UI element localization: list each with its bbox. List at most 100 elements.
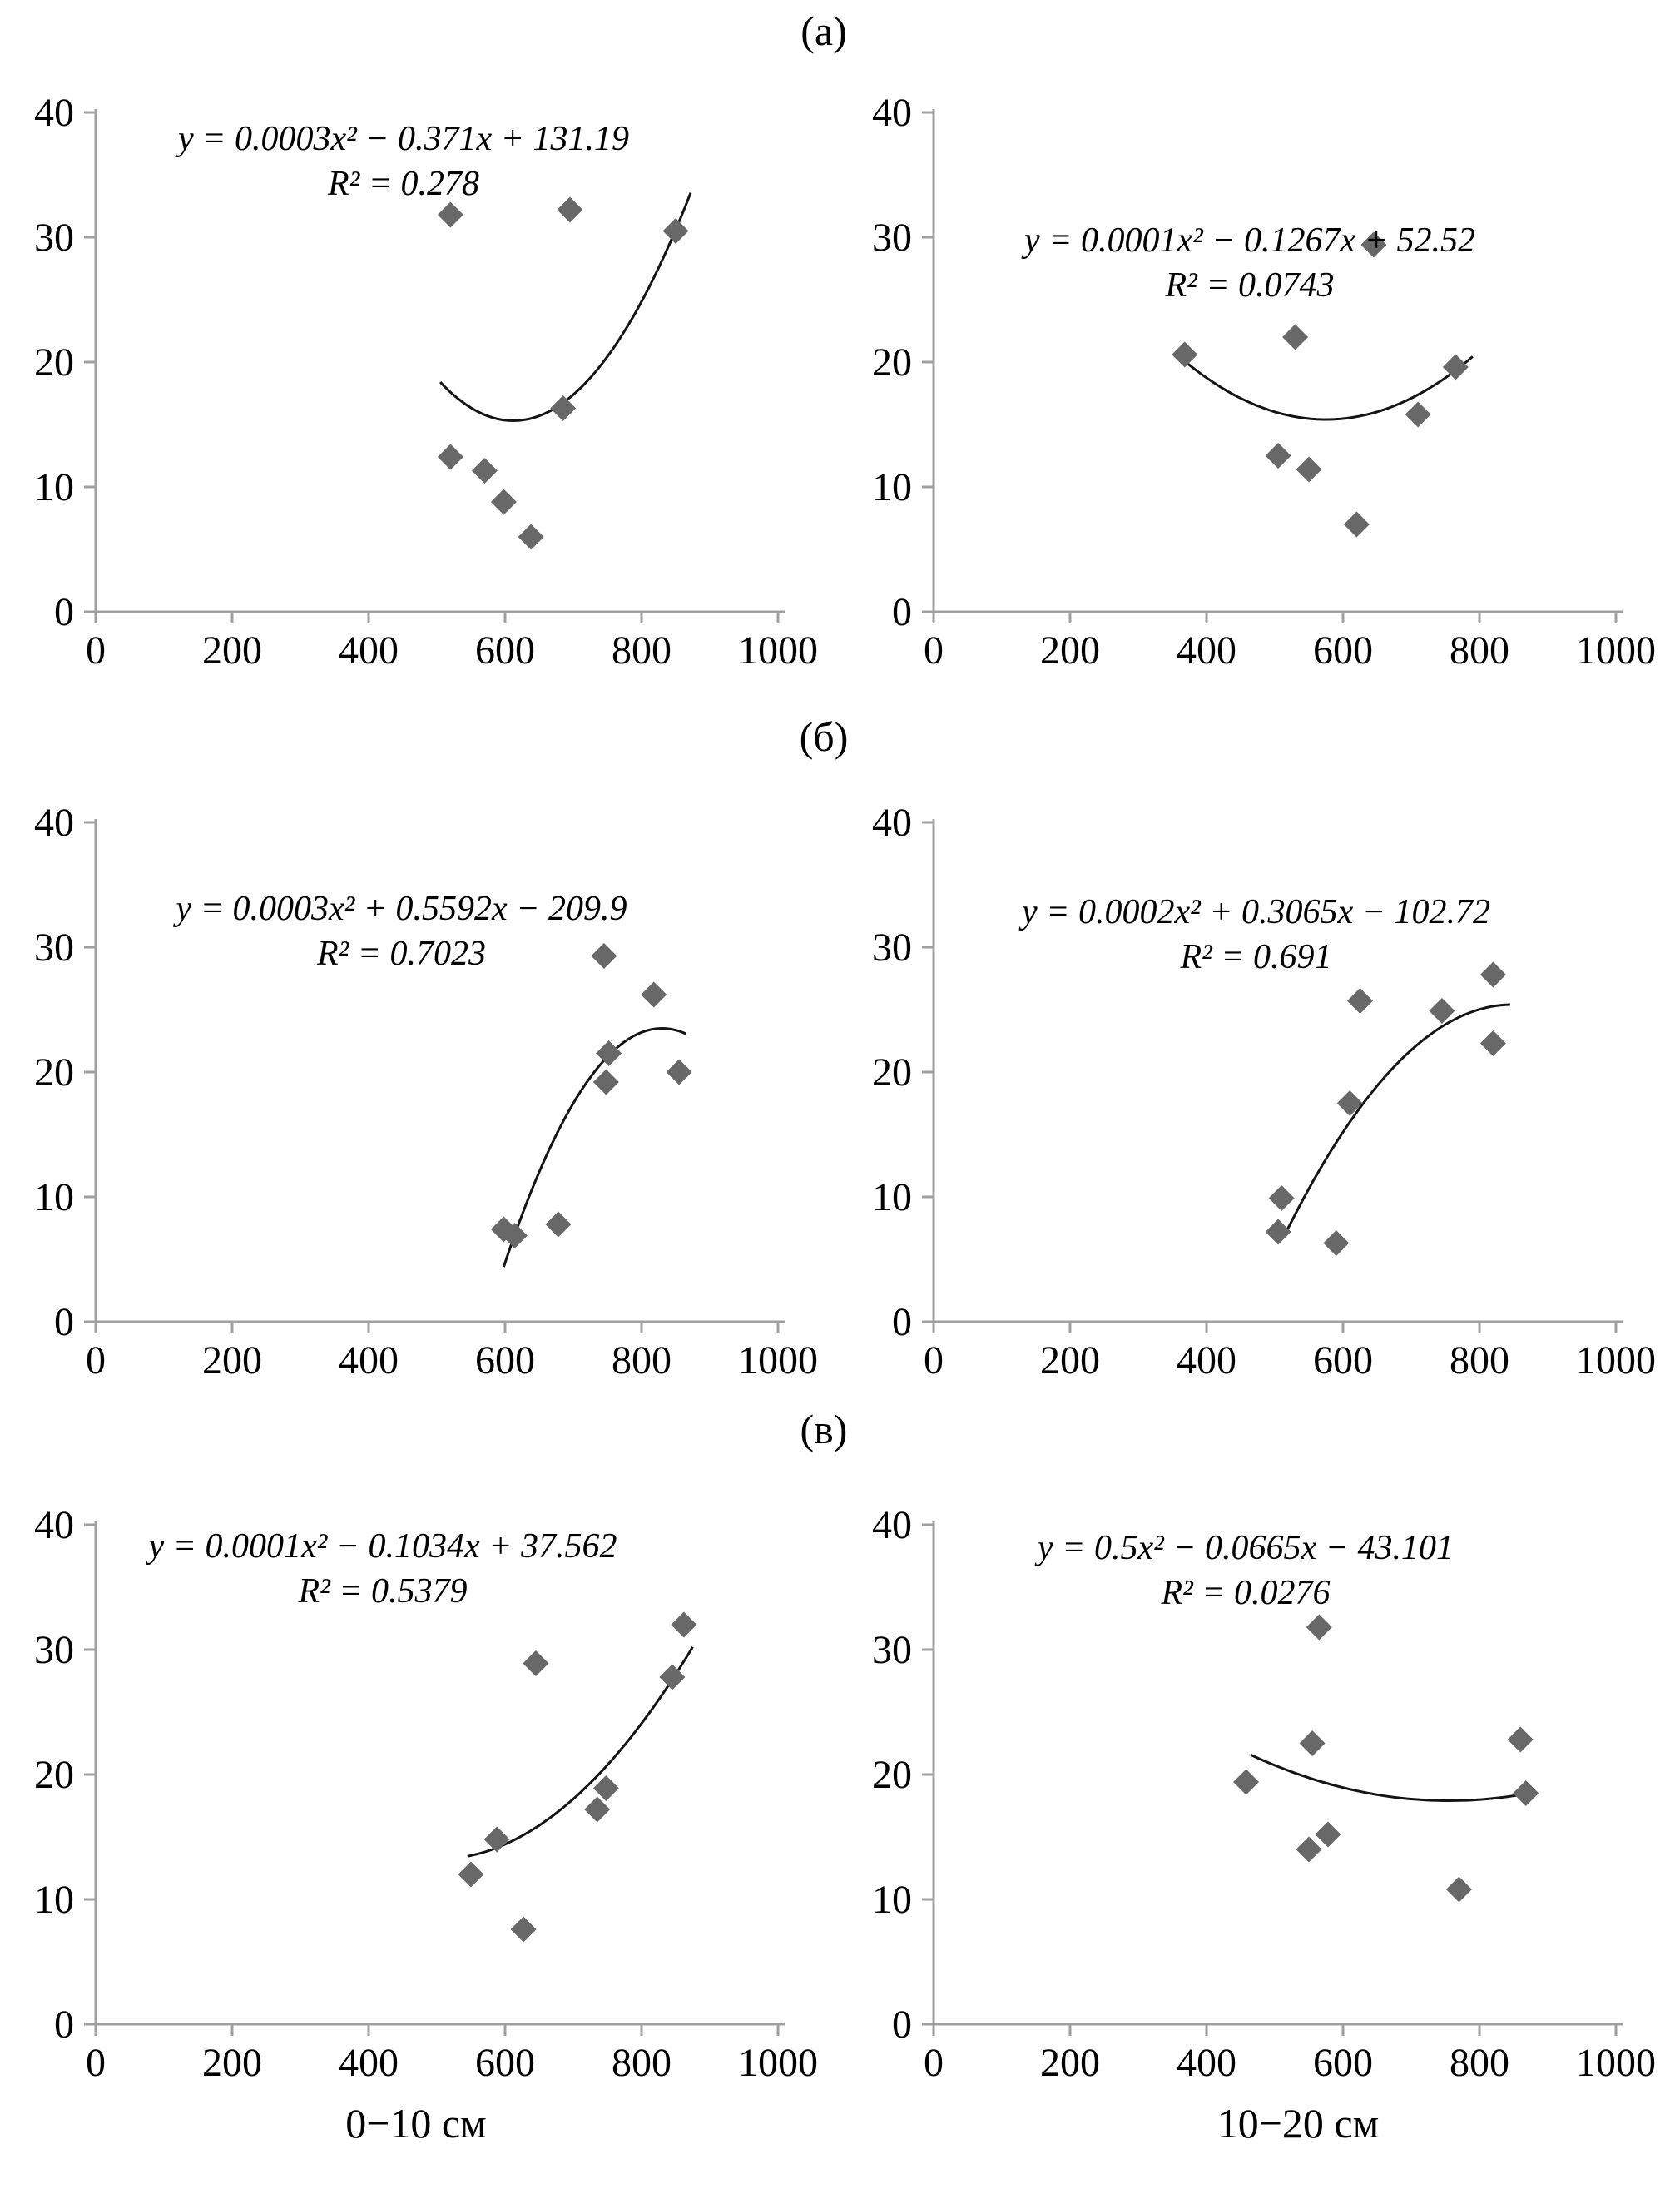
equation-block: y = 0.0001x² − 0.1034x + 37.562 R² = 0.5…: [71, 1525, 695, 1615]
y-axis-tick-label: 40: [34, 801, 74, 845]
y-axis-tick-label: 0: [892, 1300, 912, 1344]
data-point-diamond: [591, 943, 617, 969]
data-point-diamond: [1233, 1769, 1260, 1795]
y-axis-tick-label: 10: [872, 465, 912, 509]
data-point-diamond: [1479, 961, 1506, 988]
data-point-diamond: [518, 524, 544, 550]
x-axis-tick-label: 1000: [738, 1338, 818, 1382]
data-point-diamond: [1296, 1836, 1322, 1863]
trend-curve: [502, 1026, 686, 1268]
x-axis-tick-label: 200: [1040, 1338, 1100, 1382]
x-axis-tick-label: 1000: [738, 628, 818, 673]
y-axis-tick-label: 0: [892, 590, 912, 634]
x-axis-tick-label: 800: [1450, 1338, 1509, 1382]
data-point-diamond: [1360, 231, 1387, 258]
trend-curve: [1283, 1003, 1510, 1235]
x-axis-tick-label: 600: [1313, 628, 1373, 673]
r-squared-value: R² = 0.0276: [1161, 1573, 1331, 1612]
data-point-diamond: [662, 218, 689, 244]
y-axis-tick-label: 10: [34, 465, 74, 509]
trendline-equation: y = 0.0002x² + 0.3065x − 102.72: [1021, 893, 1491, 931]
data-point-diamond: [592, 1069, 619, 1095]
x-axis-tick-label: 0: [86, 1338, 106, 1382]
column-caption-10-20cm: 10−20 см: [1217, 2100, 1380, 2147]
x-axis-tick-label: 800: [1450, 628, 1509, 673]
y-axis-tick-label: 20: [34, 1753, 74, 1797]
x-axis-tick-label: 200: [1040, 628, 1100, 673]
data-point-diamond: [1507, 1726, 1534, 1753]
data-point-diamond: [1479, 1030, 1506, 1056]
trendline-equation: y = 0.0001x² − 0.1034x + 37.562: [148, 1527, 617, 1566]
data-point-diamond: [1315, 1821, 1341, 1848]
r-squared-value: R² = 0.691: [1180, 937, 1332, 976]
equation-block: y = 0.5x² − 0.0665x − 43.101 R² = 0.0276: [929, 1526, 1562, 1616]
data-point-diamond: [592, 1775, 619, 1801]
y-axis-tick-label: 30: [34, 926, 74, 970]
data-point-diamond: [1445, 1876, 1472, 1903]
data-point-diamond: [659, 1664, 686, 1690]
r-squared-value: R² = 0.0743: [1165, 266, 1335, 305]
trend-curve: [1183, 355, 1474, 421]
y-axis-tick-label: 10: [872, 1878, 912, 1922]
x-axis-tick-label: 400: [339, 2041, 399, 2085]
data-point-diamond: [584, 1796, 611, 1823]
r-squared-value: R² = 0.7023: [316, 934, 487, 973]
y-axis-tick-label: 0: [54, 590, 74, 634]
data-point-diamond: [1282, 324, 1309, 350]
x-axis-tick-label: 600: [475, 2041, 535, 2085]
data-point-diamond: [471, 458, 498, 484]
data-point-diamond: [1306, 1614, 1332, 1641]
y-axis-tick-label: 30: [34, 1628, 74, 1672]
scatter-plot-b-subsoil: 0 10 20 30 40 0 200 400 600 800 1000 y = 0.0002x² …: [842, 772, 1674, 1438]
x-axis-tick-label: 400: [339, 628, 399, 673]
x-axis-tick-label: 400: [339, 1338, 399, 1382]
x-axis-tick-label: 800: [612, 628, 672, 673]
x-axis-tick-label: 400: [1177, 1338, 1236, 1382]
trend-curve: [467, 1646, 694, 1858]
data-point-diamond: [437, 444, 463, 470]
y-axis-tick-label: 10: [872, 1175, 912, 1219]
y-axis-tick-label: 20: [872, 1050, 912, 1095]
data-point-diamond: [501, 1223, 528, 1248]
y-axis-tick-label: 40: [872, 801, 912, 845]
y-axis-tick-label: 20: [872, 340, 912, 385]
equation-block: y = 0.0001x² − 0.1267x + 52.52 R² = 0.07…: [934, 219, 1566, 309]
data-point-diamond: [1323, 1230, 1350, 1256]
y-axis-tick-label: 0: [892, 2003, 912, 2047]
trendline-equation: y = 0.0003x² − 0.371x + 131.19: [177, 120, 630, 158]
x-axis-tick-label: 200: [202, 628, 262, 673]
x-axis-tick-label: 600: [475, 628, 535, 673]
column-caption-0-10cm: 0−10 см: [345, 2100, 487, 2147]
data-point-diamond: [1299, 1730, 1326, 1756]
x-axis-tick-label: 800: [1450, 2041, 1509, 2085]
equation-block: y = 0.0002x² + 0.3065x − 102.72 R² = 0.6…: [938, 891, 1574, 980]
data-point-diamond: [490, 489, 517, 515]
data-point-diamond: [1336, 1090, 1363, 1116]
equation-block: y = 0.0003x² − 0.371x + 131.19 R² = 0.27…: [104, 117, 703, 207]
data-point-diamond: [1347, 988, 1373, 1014]
x-axis-tick-label: 1000: [738, 2041, 818, 2085]
scatter-plot-a-topsoil: 0 10 20 30 40 0 200 400 600 800 1000 y = 0.0003x² …: [4, 62, 836, 728]
x-axis-tick-label: 1000: [1576, 1338, 1656, 1382]
y-axis-tick-label: 40: [34, 91, 74, 135]
x-axis-tick-label: 600: [475, 1338, 535, 1382]
scatter-plot-v-topsoil: 0 10 20 30 40 0 200 400 600 800 1000 y = 0.0001x² …: [4, 1475, 836, 2141]
panel-label-a: (а): [800, 7, 847, 54]
data-point-diamond: [437, 201, 463, 228]
data-point-diamond: [557, 196, 583, 223]
trendline-equation: y = 0.5x² − 0.0665x − 43.101: [1037, 1529, 1455, 1567]
data-point-diamond: [550, 395, 577, 421]
trendline-equation: y = 0.0001x² − 0.1267x + 52.52: [1023, 221, 1476, 260]
data-point-diamond: [1265, 1219, 1291, 1245]
y-axis-tick-label: 30: [872, 926, 912, 970]
y-axis-tick-label: 0: [54, 2003, 74, 2047]
y-axis-tick-label: 40: [872, 1503, 912, 1547]
data-point-diamond: [510, 1916, 537, 1943]
y-axis-tick-label: 20: [34, 340, 74, 385]
r-squared-value: R² = 0.5379: [298, 1571, 468, 1611]
